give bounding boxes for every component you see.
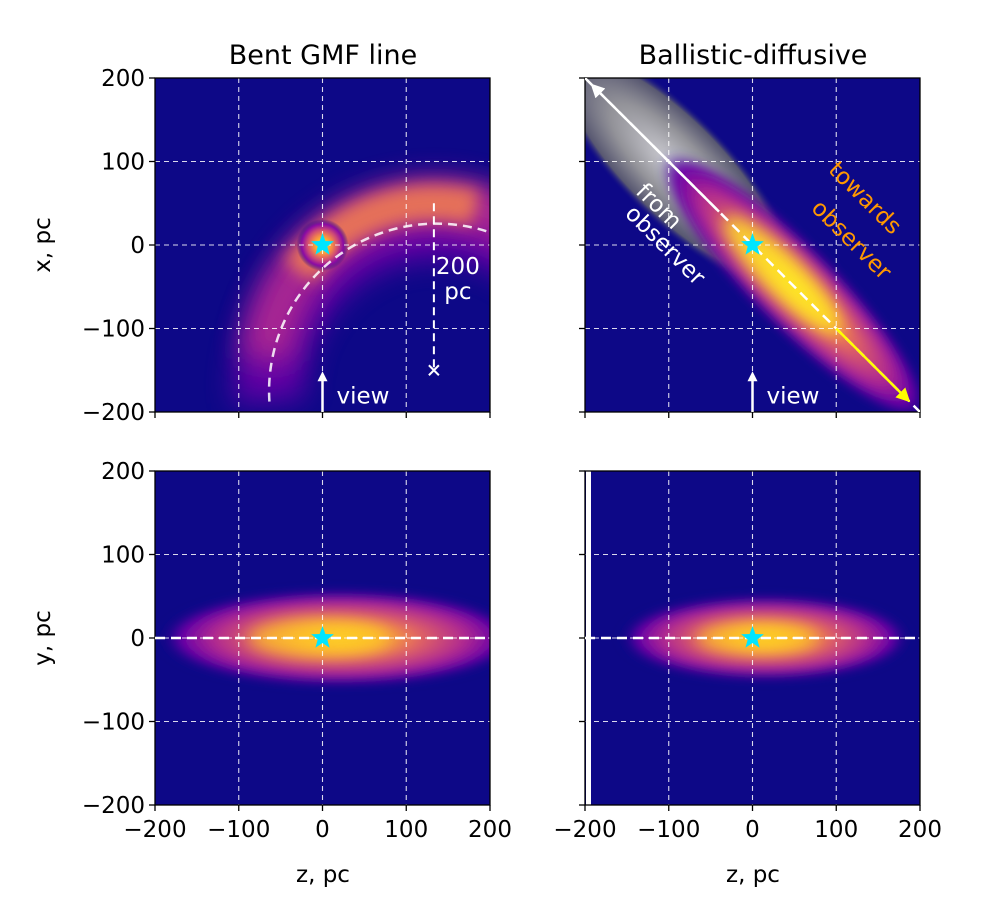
arrow-from-observer [590,83,720,213]
scale-label-200: 200 [436,254,480,280]
gmf-line-arc [267,222,490,402]
x-tick-label-bl-1: −100 [207,817,270,843]
y-axis-label-top: x, pc [30,217,56,272]
view-label-tl: view [337,383,390,409]
source-star-br [741,626,764,648]
x-tick-label-br-2: 0 [745,817,760,843]
y-axis-label-bottom: y, pc [30,610,56,665]
source-star-tl [311,233,334,255]
y-tick-label-bl-2: 0 [130,626,145,652]
x-tick-label-bl-4: 200 [468,817,512,843]
y-tick-label-bl-0: −200 [82,793,145,819]
y-tick-label-tl-1: −100 [82,317,145,343]
panel-ballistic-diffusive-yz: −200 −100 0 100 200 [553,470,942,843]
x-tick-label-bl-0: −200 [123,817,186,843]
x-tick-label-br-1: −100 [637,817,700,843]
y-tick-label-tl-4: 200 [101,66,145,92]
y-tick-label-tl-0: −200 [82,400,145,426]
panel-title-ballistic-diffusive: Ballistic-diffusive [639,40,868,71]
scale-label-pc: pc [444,279,471,305]
y-tick-label-bl-1: −100 [82,710,145,736]
source-star-bl [311,626,334,648]
x-tick-label-bl-2: 0 [315,817,330,843]
x-tick-label-br-0: −200 [553,817,616,843]
x-tick-label-bl-3: 100 [384,817,428,843]
view-label-tr: view [767,383,820,409]
y-tick-label-tl-2: 0 [130,233,145,259]
x-tick-label-br-3: 100 [814,817,858,843]
y-tick-label-bl-4: 200 [101,459,145,485]
x-axis-label-right: z, pc [726,862,780,888]
y-tick-label-bl-3: 100 [101,543,145,569]
x-axis-label-left: z, pc [296,862,350,888]
arc-center-cross [428,364,440,376]
panel-title-bent-gmf-line: Bent GMF line [229,40,417,71]
source-star-tr [741,233,764,255]
y-tick-label-tl-3: 100 [101,150,145,176]
panel-bent-gmf-line-yz: −200 −100 0 100 200 −200 −100 0 100 200 [82,459,512,843]
arrow-towards-observer [835,327,911,403]
x-tick-label-br-4: 200 [898,817,942,843]
